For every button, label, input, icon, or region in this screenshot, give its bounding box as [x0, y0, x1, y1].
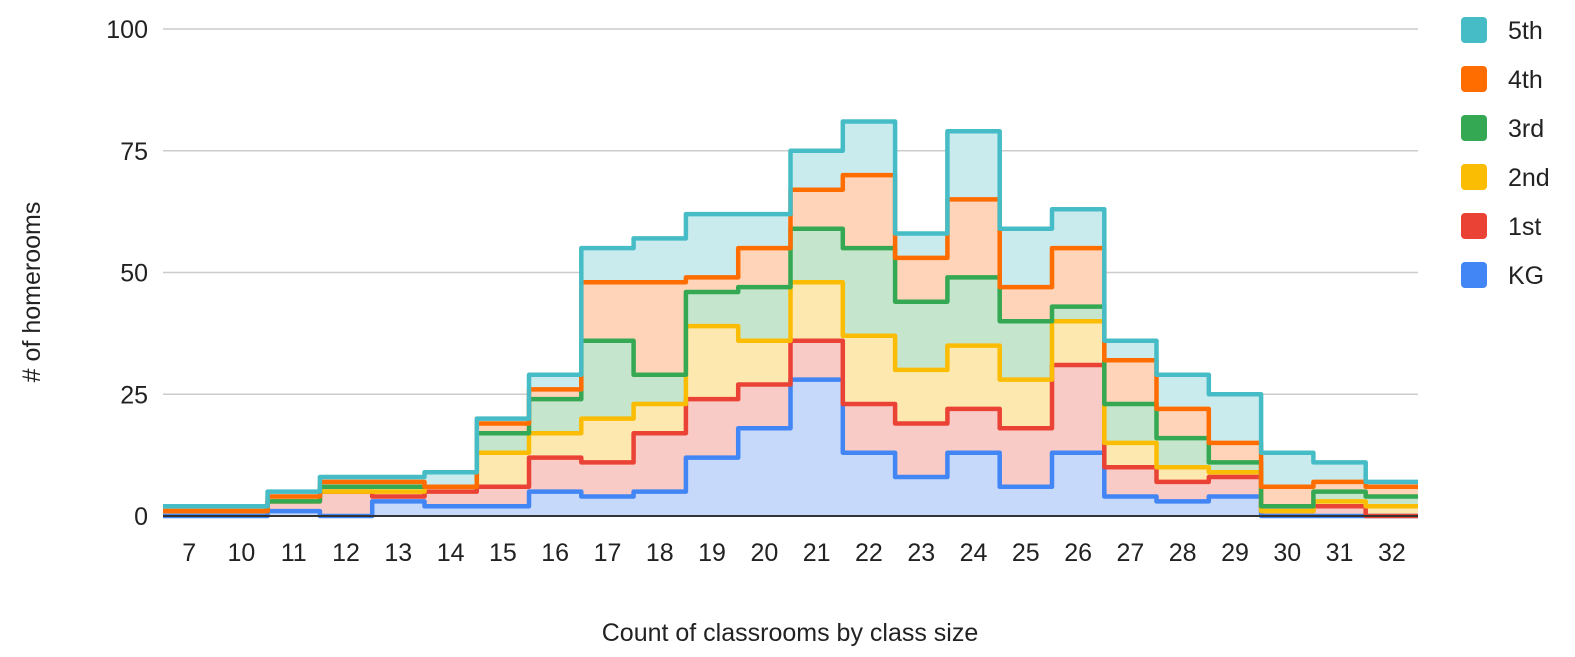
y-axis-title: # of homerooms — [18, 202, 46, 383]
x-tick-label: 20 — [750, 539, 778, 567]
legend-swatch — [1461, 115, 1487, 141]
y-tick-label: 25 — [120, 381, 148, 409]
x-tick-label: 32 — [1378, 539, 1406, 567]
legend-swatch — [1461, 164, 1487, 190]
x-tick-label: 22 — [855, 539, 883, 567]
line-5th — [163, 119, 1418, 509]
x-tick-label: 15 — [489, 539, 517, 567]
x-tick-label: 13 — [384, 539, 412, 567]
legend-item-2nd: 2nd — [1461, 164, 1550, 192]
x-tick-label: 24 — [960, 539, 988, 567]
x-tick-label: 12 — [332, 539, 360, 567]
x-tick-label: 17 — [594, 539, 622, 567]
x-tick-label: 30 — [1273, 539, 1301, 567]
legend-label: 2nd — [1508, 164, 1550, 192]
legend-item-3rd: 3rd — [1461, 115, 1544, 143]
line-2nd — [163, 279, 1418, 514]
legend-swatch — [1461, 17, 1487, 43]
x-tick-label: 28 — [1169, 539, 1197, 567]
legend-swatch — [1461, 262, 1487, 288]
x-tick-label: 14 — [437, 539, 465, 567]
legend-item-kg: KG — [1461, 262, 1544, 290]
x-tick-label: 11 — [281, 539, 307, 567]
legend-label: 3rd — [1508, 115, 1544, 143]
line-kg — [163, 377, 1418, 519]
legend-item-5th: 5th — [1461, 17, 1543, 45]
legend-label: KG — [1508, 262, 1544, 290]
x-tick-label: 7 — [182, 539, 196, 567]
x-tick-label: 31 — [1326, 539, 1354, 567]
x-tick-label: 27 — [1116, 539, 1144, 567]
x-tick-label: 25 — [1012, 539, 1040, 567]
legend-item-1st: 1st — [1461, 213, 1541, 241]
y-tick-label: 0 — [134, 503, 148, 531]
x-tick-label: 21 — [803, 539, 831, 567]
legend-label: 1st — [1508, 213, 1541, 241]
y-tick-label: 50 — [120, 260, 148, 288]
x-tick-label: 16 — [541, 539, 569, 567]
legend-swatch — [1461, 213, 1487, 239]
axes: 0 25 50 75 100 7 10 11 12 13 14 15 16 17 18 19 20 21 22 23 2… — [106, 16, 1418, 567]
x-tick-label: 26 — [1064, 539, 1092, 567]
legend-item-4th: 4th — [1461, 66, 1543, 94]
x-tick-label: 10 — [228, 539, 256, 567]
x-tick-label: 19 — [698, 539, 726, 567]
series-lines — [163, 119, 1418, 519]
y-tick-label: 75 — [120, 138, 148, 166]
line-4th — [163, 172, 1418, 514]
legend: 5th 4th 3rd 2nd 1st KG — [1461, 17, 1550, 290]
legend-label: 5th — [1508, 17, 1543, 45]
legend-swatch — [1461, 66, 1487, 92]
x-tick-label: 29 — [1221, 539, 1249, 567]
x-tick-label: 23 — [907, 539, 935, 567]
y-tick-label: 100 — [106, 16, 148, 44]
x-tick-label: 18 — [646, 539, 674, 567]
legend-label: 4th — [1508, 66, 1543, 94]
x-axis-title: Count of classrooms by class size — [602, 619, 979, 647]
